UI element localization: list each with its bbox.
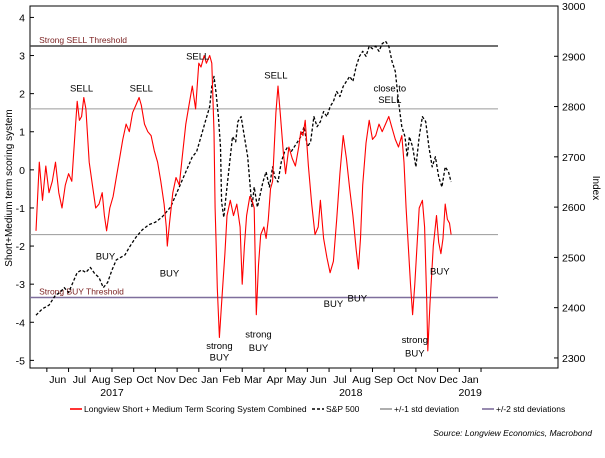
x-tick-label: Aug	[352, 374, 371, 386]
y2-tick-label: 2800	[562, 102, 586, 114]
y2-tick-label: 3000	[562, 1, 586, 13]
sp500-line	[35, 40, 452, 316]
x-tick-label: Feb	[222, 374, 240, 386]
legend-label: +/-1 std deviation	[394, 404, 459, 414]
plot-frame	[29, 5, 559, 369]
y2-tick-label: 2500	[562, 252, 586, 264]
scoring-system-line	[35, 54, 452, 352]
x-tick-label: Oct	[136, 374, 152, 386]
y-tick-label: 4	[19, 12, 25, 24]
y-tick-label: 1	[19, 127, 25, 139]
x-tick-label: Aug	[92, 374, 111, 386]
right-axis: 2300 2400 2500 2600 2700 2800 2900 3000	[554, 1, 586, 365]
x-tick-label: Jul	[333, 374, 346, 386]
y2-tick-label: 2300	[562, 353, 586, 365]
y-tick-label: -5	[16, 355, 25, 367]
annotation-label: BUY	[210, 352, 230, 363]
x-tick-label: Apr	[267, 374, 284, 386]
x-tick-label: Jun	[49, 374, 66, 386]
annotation-label: SELL	[70, 84, 93, 95]
x-tick-label: Jul	[73, 374, 86, 386]
y-tick-label: 0	[19, 165, 25, 177]
y-tick-label: 3	[19, 51, 25, 63]
annotation-label: close to	[373, 84, 406, 95]
y-tick-label: -4	[16, 317, 25, 329]
left-axis: -5 -4 -3 -2 -1 0 1 2 3 4	[16, 12, 34, 367]
legend-label: Longview Short + Medium Term Scoring Sys…	[84, 404, 307, 414]
x-tick-label: Mar	[244, 374, 263, 386]
annotation-label: BUY	[430, 267, 450, 278]
annotation-label: BUY	[348, 293, 368, 304]
y2-axis-label: Index	[590, 176, 601, 200]
year-label: 2019	[458, 387, 482, 399]
x-tick-label: Jan	[201, 374, 218, 386]
annotation-label: strong	[402, 335, 428, 346]
annotation-label: strong	[206, 341, 232, 352]
annotation-label: SELL	[378, 95, 401, 106]
x-tick-label: May	[287, 374, 308, 386]
x-tick-label: Nov	[157, 374, 176, 386]
annotation-label: BUY	[249, 343, 269, 354]
legend: Longview Short + Medium Term Scoring Sys…	[70, 404, 565, 414]
y2-tick-label: 2900	[562, 51, 586, 63]
annotation-label: SELL	[186, 51, 209, 62]
sell-threshold-label: Strong SELL Threshold	[39, 35, 127, 45]
reference-lines	[30, 45, 498, 299]
y-tick-label: -3	[16, 279, 25, 291]
annotation-label: SELL	[130, 84, 153, 95]
y2-tick-label: 2600	[562, 202, 586, 214]
series-group	[35, 40, 452, 352]
y2-tick-label: 2700	[562, 152, 586, 164]
annotation-label: strong	[245, 330, 271, 341]
legend-label: S&P 500	[326, 404, 360, 414]
legend-label: +/-2 std deviations	[496, 404, 565, 414]
y-tick-label: -2	[16, 241, 25, 253]
x-tick-label: Dec	[439, 374, 458, 386]
y-tick-label: -1	[16, 203, 25, 215]
annotations: SELL SELLSELLSELLBUYBUYstrongBUYstrongBUY…	[70, 51, 450, 363]
annotation-label: BUY	[160, 269, 180, 280]
x-tick-label: Nov	[417, 374, 436, 386]
year-label: 2017	[100, 387, 124, 399]
x-tick-label: Oct	[397, 374, 413, 386]
x-tick-label: Sep	[374, 374, 393, 386]
x-tick-label: Jun	[310, 374, 327, 386]
threshold-labels: Strong SELL Threshold Strong BUY Threshol…	[39, 35, 127, 296]
y-axis-label: Short+Medium term scoring system	[4, 109, 15, 267]
annotation-label: BUY	[405, 349, 425, 360]
source-note: Source: Longview Economics, Macrobond	[433, 428, 592, 438]
x-axis: Jun Jul Aug Sep Oct Nov Dec Jan Feb Mar Apr May Jun J…	[46, 368, 482, 399]
year-label: 2018	[339, 387, 363, 399]
buy-threshold-label: Strong BUY Threshold	[39, 287, 124, 297]
x-tick-label: Sep	[113, 374, 132, 386]
x-tick-label: Dec	[179, 374, 198, 386]
annotation-label: BUY	[324, 299, 344, 310]
annotation-label: SELL	[264, 70, 287, 81]
y-tick-label: 2	[19, 89, 25, 101]
x-tick-label: Jan	[462, 374, 479, 386]
y2-tick-label: 2400	[562, 303, 586, 315]
annotation-label: BUY	[96, 251, 116, 262]
